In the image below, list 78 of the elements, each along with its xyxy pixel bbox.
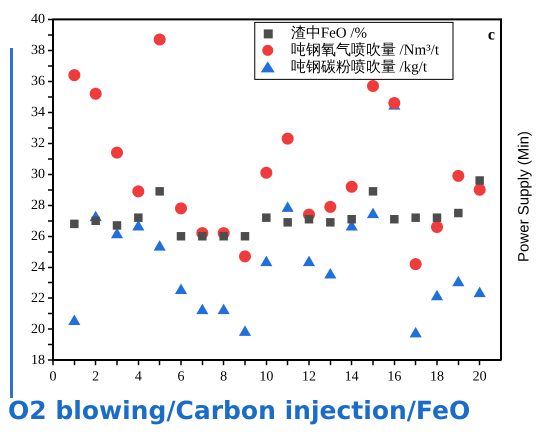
y-tick-label: 30 bbox=[31, 166, 45, 182]
point bbox=[134, 213, 143, 222]
point bbox=[154, 34, 166, 46]
point bbox=[454, 208, 463, 218]
x-tick-label: 4 bbox=[134, 369, 142, 384]
point bbox=[410, 326, 422, 338]
x-tick-label: 20 bbox=[472, 369, 487, 384]
x-tick-label: 10 bbox=[259, 369, 274, 384]
point bbox=[390, 214, 399, 224]
point bbox=[475, 176, 484, 185]
point bbox=[326, 218, 335, 227]
y-tick-label: 32 bbox=[31, 136, 45, 151]
y-tick-label: 20 bbox=[31, 322, 45, 337]
point bbox=[176, 232, 186, 241]
x-tick-label: 6 bbox=[178, 369, 184, 384]
point bbox=[346, 180, 358, 193]
point bbox=[70, 220, 79, 228]
point bbox=[431, 220, 443, 233]
y-tick-label: 38 bbox=[31, 43, 45, 58]
point bbox=[302, 256, 316, 266]
text: O2 blowing/Carbon injection/FeO bbox=[8, 396, 472, 425]
y-tick-label: 26 bbox=[31, 228, 45, 244]
point bbox=[112, 221, 122, 230]
point bbox=[282, 201, 294, 212]
point bbox=[367, 80, 379, 92]
point bbox=[411, 213, 420, 222]
y-tick-label: 36 bbox=[31, 74, 45, 90]
point bbox=[452, 276, 464, 286]
x-tick-label: 16 bbox=[387, 369, 402, 384]
point bbox=[240, 232, 250, 241]
point bbox=[430, 290, 444, 300]
point bbox=[366, 208, 380, 218]
legend-label: 渣中FeO /% bbox=[290, 24, 367, 42]
point bbox=[174, 283, 188, 294]
x-tick-label: 0 bbox=[50, 369, 56, 384]
y-tick-label: 24 bbox=[31, 260, 45, 275]
point bbox=[196, 304, 208, 314]
y-tick-label: 18 bbox=[31, 352, 45, 368]
x-tick-label: 12 bbox=[302, 369, 316, 384]
legend-label: 吨钢氧气喷吹量 /Nm³/t bbox=[290, 41, 440, 58]
point bbox=[132, 185, 144, 198]
point bbox=[68, 69, 80, 82]
point bbox=[304, 214, 314, 224]
point bbox=[91, 216, 100, 226]
point bbox=[260, 166, 272, 179]
annotation: c bbox=[488, 26, 495, 44]
point bbox=[155, 187, 164, 196]
point bbox=[90, 88, 102, 100]
x-tick-label: 8 bbox=[220, 369, 228, 384]
point bbox=[474, 184, 486, 196]
point bbox=[260, 256, 272, 266]
text: Power Supply (Min) bbox=[516, 130, 532, 264]
x-tick-label: 2 bbox=[92, 369, 100, 384]
y-tick-label: 22 bbox=[31, 290, 45, 306]
x-tick-label: 18 bbox=[430, 369, 444, 384]
point bbox=[239, 250, 251, 262]
y-tick-label: 34 bbox=[31, 105, 45, 120]
y-tick-label: 28 bbox=[31, 198, 45, 213]
point bbox=[154, 240, 166, 251]
point bbox=[262, 213, 271, 222]
point bbox=[452, 170, 464, 182]
point bbox=[324, 268, 336, 278]
point bbox=[175, 202, 187, 214]
point bbox=[283, 218, 292, 227]
point bbox=[68, 314, 80, 325]
point bbox=[410, 258, 422, 270]
legend-label: 吨钢碳粉喷吹量 /kg/t bbox=[290, 58, 428, 76]
point bbox=[324, 200, 336, 213]
point bbox=[282, 132, 294, 145]
point bbox=[111, 146, 123, 159]
point bbox=[218, 304, 230, 314]
x-tick-label: 14 bbox=[344, 369, 359, 384]
y-tick-label: 40 bbox=[31, 12, 45, 28]
point bbox=[474, 286, 486, 298]
point bbox=[432, 213, 442, 222]
point bbox=[368, 187, 378, 196]
point bbox=[238, 325, 252, 336]
point bbox=[347, 214, 356, 224]
